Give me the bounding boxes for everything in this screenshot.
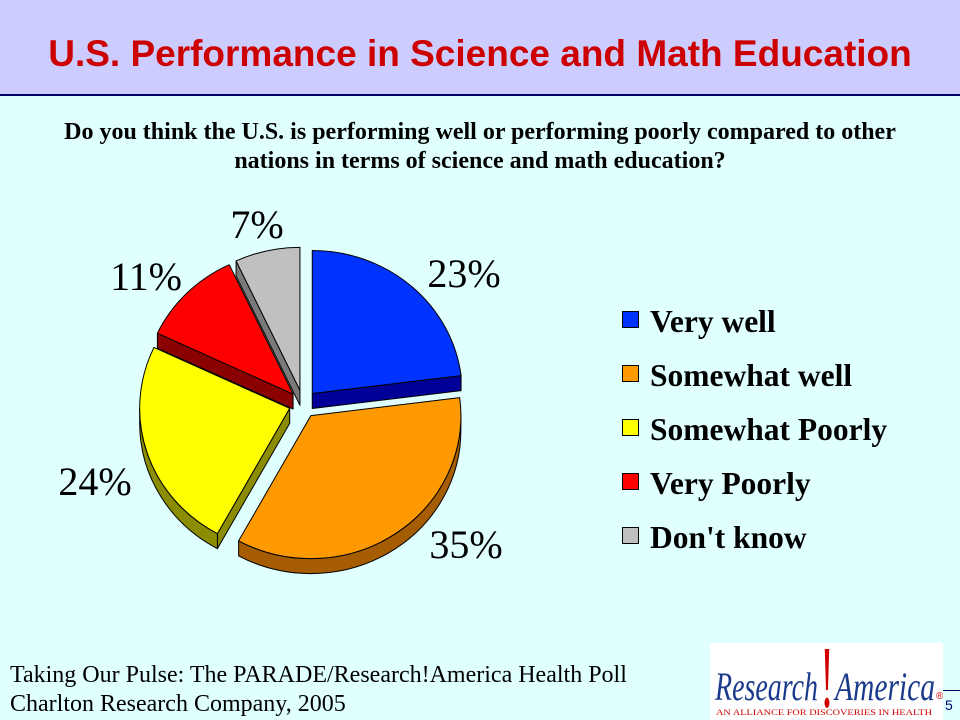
survey-question-line: Do you think the U.S. is performing well… (64, 119, 896, 145)
survey-question-line: nations in terms of science and math edu… (234, 148, 726, 174)
legend-label-very-well: Very well (650, 304, 776, 339)
legend-label-somewhat-well: Somewhat well (650, 358, 853, 393)
pie-chart: 23% 35% 24% 11% 7% (58, 202, 503, 575)
legend-swatch-very-poorly (622, 473, 639, 490)
pie-label-very-poorly: 11% (110, 254, 182, 299)
logo-word-research: Research (714, 664, 818, 709)
pie-slice-somewhat-poorly-top (139, 346, 291, 535)
logo-word-america: America (833, 664, 935, 709)
pie-slice-don-t-know (235, 246, 301, 406)
pie-slice-very-well-top (311, 250, 462, 394)
pie-slice-very-poorly-top (156, 264, 294, 395)
pie-slice-very-well (311, 250, 462, 409)
source-citation-line: Charlton Research Company, 2005 (10, 691, 346, 717)
pie-slice-don-t-know-top (235, 246, 301, 391)
pie-label-very-well: 23% (427, 251, 500, 296)
legend-swatch-somewhat-well (622, 365, 639, 382)
source-citation: Taking Our Pulse: The PARADE/Research!Am… (10, 661, 627, 719)
legend-label-very-poorly: Very Poorly (650, 466, 811, 501)
pie-slice-somewhat-well-top (238, 397, 462, 560)
pie-label-don-t-know: 7% (230, 202, 283, 247)
legend-swatch-somewhat-poorly (622, 419, 639, 436)
survey-question: Do you think the U.S. is performing well… (0, 118, 960, 176)
slide-title: U.S. Performance in Science and Math Edu… (48, 33, 912, 74)
logo-tagline: AN ALLIANCE FOR DISCOVERIES IN HEALTH (716, 707, 932, 717)
research-america-logo: Research ! America ® AN ALLIANCE FOR DIS… (710, 643, 943, 720)
legend-swatch-dont-know (622, 527, 639, 544)
footer-rule (943, 690, 960, 691)
pie-slice-very-poorly (156, 264, 294, 410)
source-citation-line: Taking Our Pulse: The PARADE/Research!Am… (10, 662, 627, 688)
logo-exclamation-mark: ! (820, 643, 834, 720)
legend-swatch-very-well (622, 311, 639, 328)
slide-number: 5 (945, 697, 953, 713)
pie-slice-somewhat-poorly (139, 346, 291, 550)
pie-slice-somewhat-well (238, 397, 462, 575)
legend-label-dont-know: Don't know (650, 520, 807, 555)
logo-registered-mark: ® (936, 691, 943, 702)
header-band (0, 0, 960, 96)
pie-label-somewhat-poorly: 24% (58, 459, 131, 504)
legend-label-somewhat-poorly: Somewhat Poorly (650, 412, 888, 447)
pie-label-somewhat-well: 35% (429, 522, 502, 567)
